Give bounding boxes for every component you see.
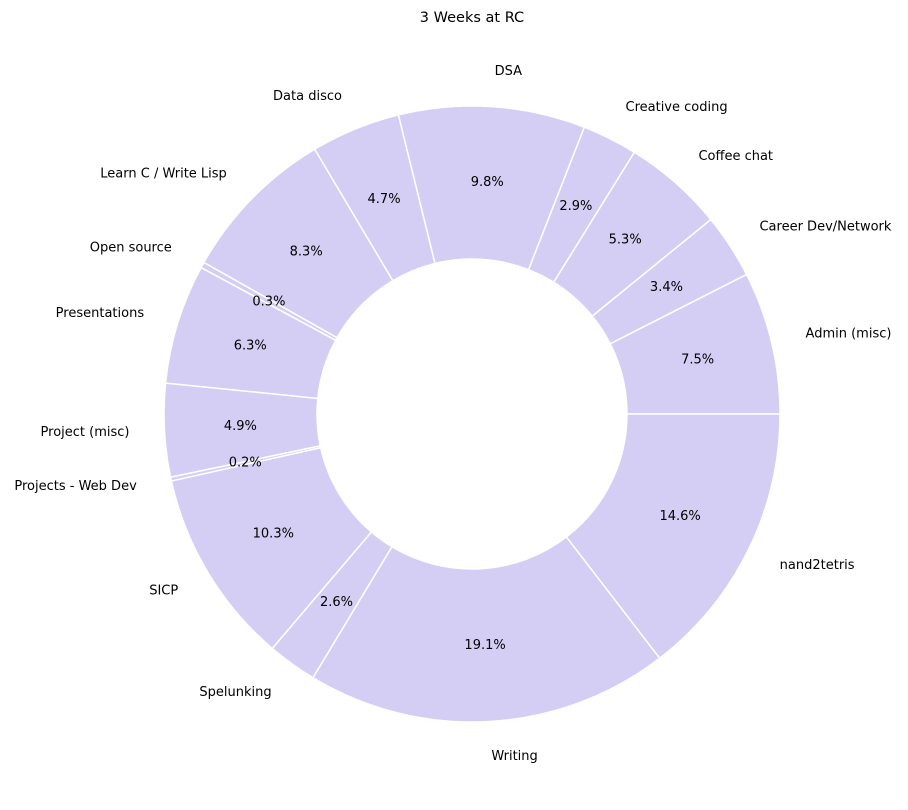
labels-group: Admin (misc) Career Dev/Network Coffee cha…	[14, 64, 892, 764]
slice-label-3: Creative coding	[626, 100, 728, 115]
slice-label-10: Projects - Web Dev	[14, 479, 137, 494]
slice-label-4: DSA	[495, 64, 523, 79]
slice-label-1: Career Dev/Network	[759, 219, 891, 234]
slice-percent-9: 4.9%	[224, 419, 257, 434]
slice-percent-7: 0.3%	[252, 294, 285, 309]
slice-percent-0: 7.5%	[681, 352, 714, 367]
slice-label-12: Spelunking	[199, 685, 271, 700]
slice-label-2: Coffee chat	[698, 149, 773, 164]
slice-label-11: SICP	[149, 584, 178, 599]
slices-group	[163, 105, 781, 723]
slice-13	[312, 536, 661, 723]
slice-percent-13: 19.1%	[464, 638, 505, 653]
slice-percent-5: 4.7%	[368, 192, 401, 207]
slice-percent-4: 9.8%	[471, 175, 504, 190]
percent-labels-group: 7.5% 3.4% 5.3% 2.9% 9.8% 4.7% 8.3% 0.3% 6.3% 4.9%…	[224, 175, 714, 653]
slice-label-9: Project (misc)	[41, 425, 130, 440]
slice-percent-2: 5.3%	[609, 232, 642, 247]
slice-percent-8: 6.3%	[234, 338, 267, 353]
slice-percent-3: 2.9%	[559, 199, 592, 214]
slice-14	[565, 413, 781, 659]
slice-label-14: nand2tetris	[780, 558, 855, 573]
slice-label-0: Admin (misc)	[806, 327, 892, 342]
slice-percent-10: 0.2%	[229, 456, 262, 471]
slice-percent-1: 3.4%	[650, 280, 683, 295]
slice-percent-6: 8.3%	[290, 244, 323, 259]
slice-percent-11: 10.3%	[253, 526, 294, 541]
slice-label-7: Open source	[90, 241, 172, 256]
slice-label-5: Data disco	[273, 89, 342, 104]
chart-title: 3 Weeks at RC	[420, 10, 524, 26]
slice-percent-12: 2.6%	[320, 595, 353, 610]
slice-percent-14: 14.6%	[659, 509, 700, 524]
slice-label-8: Presentations	[56, 306, 145, 321]
slice-label-6: Learn C / Write Lisp	[100, 167, 227, 182]
slice-label-13: Writing	[491, 749, 537, 764]
